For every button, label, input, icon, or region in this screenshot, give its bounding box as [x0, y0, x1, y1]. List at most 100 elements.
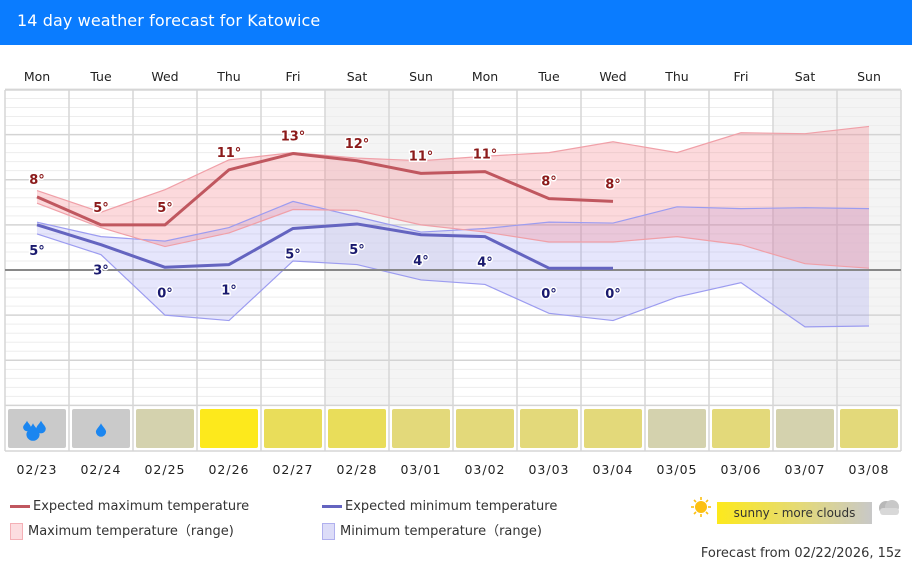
legend-swatch-max-range: [10, 523, 23, 540]
sun-icon: [691, 497, 711, 517]
weekend-shade: [325, 90, 389, 406]
max-temp-label: 8°: [605, 177, 621, 192]
max-range-lower-line: [36, 202, 870, 269]
condition-tile: [200, 409, 258, 448]
condition-tile: [648, 409, 706, 448]
date-label: 02/26: [208, 462, 249, 477]
min-range-band: [37, 201, 869, 327]
min-temp-label: 1°: [221, 284, 237, 299]
condition-tile: [520, 409, 578, 448]
max-temp-label: 12°: [345, 137, 370, 152]
legend-label: Expected minimum temperature: [345, 499, 558, 514]
min-temp-label: 4°: [477, 256, 493, 271]
condition-tile-bg: [264, 409, 322, 448]
condition-tile-bg: [136, 409, 194, 448]
date-labels: 02/23 02/24 02/25 02/26 02/27 02/28 03/01 03/02…: [16, 462, 888, 477]
condition-tile: [72, 409, 130, 448]
date-label: 03/06: [720, 462, 761, 477]
page-title: 14 day weather forecast for Katowice: [17, 11, 321, 30]
condition-tile-bg: [840, 409, 898, 448]
legend-swatch-max-line: [10, 505, 30, 508]
min-temp-label: 0°: [541, 287, 557, 302]
date-label: 02/25: [144, 462, 185, 477]
day-label: Mon: [24, 69, 50, 84]
raindrop-icon: [26, 423, 40, 441]
max-temp-label: 5°: [157, 201, 173, 216]
day-label: Fri: [286, 69, 301, 84]
cloud-icon: [879, 500, 899, 515]
condition-tile: [328, 409, 386, 448]
condition-tile: [456, 409, 514, 448]
day-label: Fri: [734, 69, 749, 84]
date-label: 03/03: [528, 462, 569, 477]
legend-label: Maximum temperature（range): [28, 524, 234, 539]
max-temp-label: 5°: [93, 201, 109, 216]
temperature-labels: 8° 5° 5° 11° 13° 12° 11° 11° 8° 8° 5° 3° 0° 1° 5° 5° 4° 4…: [28, 128, 623, 304]
condition-tile-bg: [712, 409, 770, 448]
condition-tile: [584, 409, 642, 448]
min-temp-label: 0°: [605, 287, 621, 302]
condition-tile: [392, 409, 450, 448]
max-temp-label: 13°: [281, 130, 306, 145]
condition-scale-bar: sunny - more clouds: [717, 502, 872, 524]
day-label: Wed: [599, 69, 626, 84]
date-label: 03/04: [592, 462, 633, 477]
expected-min-line: [36, 222, 613, 270]
date-label: 03/05: [656, 462, 697, 477]
min-range-upper-line: [36, 200, 870, 242]
condition-tile-bg: [328, 409, 386, 448]
condition-legend: sunny - more clouds: [690, 494, 905, 529]
max-temp-label: 8°: [541, 175, 557, 190]
weekend-shade: [389, 90, 453, 406]
min-temp-label: 5°: [29, 244, 45, 259]
raindrop-icon: [36, 420, 46, 434]
min-temp-label: 5°: [285, 247, 301, 262]
condition-tile-bg: [520, 409, 578, 448]
min-range-lower-line: [36, 233, 870, 328]
date-label: 02/28: [336, 462, 377, 477]
max-temp-label: 11°: [217, 146, 242, 161]
condition-tile: [8, 409, 66, 448]
raindrop-icon: [95, 423, 107, 437]
condition-tile-bg: [584, 409, 642, 448]
date-label: 03/01: [400, 462, 441, 477]
legend-label: Expected maximum temperature: [33, 499, 250, 514]
condition-tile: [840, 409, 898, 448]
date-label: 03/02: [464, 462, 505, 477]
legend-swatch-min-range: [322, 523, 335, 540]
legend-max-expected: Expected maximum temperature: [10, 499, 249, 514]
day-label: Sat: [347, 69, 368, 84]
condition-tile: [264, 409, 322, 448]
legend-min-expected: Expected minimum temperature: [322, 499, 557, 514]
date-label: 02/24: [80, 462, 121, 477]
day-label: Thu: [216, 69, 240, 84]
legend-swatch-min-line: [322, 505, 342, 508]
max-range-upper-line: [36, 125, 870, 213]
condition-tile-bg: [456, 409, 514, 448]
legend-max-range: Maximum temperature（range): [10, 520, 234, 540]
max-range-band: [37, 126, 869, 269]
min-temp-label: 3°: [93, 264, 109, 279]
day-label: Tue: [537, 69, 560, 84]
day-label: Wed: [151, 69, 178, 84]
raindrop-icon: [23, 420, 31, 432]
day-label: Mon: [472, 69, 498, 84]
weekend-shade: [837, 90, 901, 406]
day-label: Sat: [795, 69, 816, 84]
date-label: 02/23: [16, 462, 57, 477]
legend-min-range: Minimum temperature（range): [322, 520, 542, 540]
day-label: Sun: [857, 69, 881, 84]
day-label: Sun: [409, 69, 433, 84]
min-temp-label: 4°: [413, 254, 429, 269]
condition-tile-bg: [200, 409, 258, 448]
day-label: Tue: [89, 69, 112, 84]
condition-tile: [712, 409, 770, 448]
max-temp-label: 8°: [29, 173, 45, 188]
day-label: Thu: [664, 69, 688, 84]
condition-tile: [136, 409, 194, 448]
min-temp-label: 5°: [349, 243, 365, 258]
max-temp-label: 11°: [409, 149, 434, 164]
range-bands: [36, 125, 870, 328]
title-bar: 14 day weather forecast for Katowice: [0, 0, 912, 45]
condition-tile-bg: [648, 409, 706, 448]
